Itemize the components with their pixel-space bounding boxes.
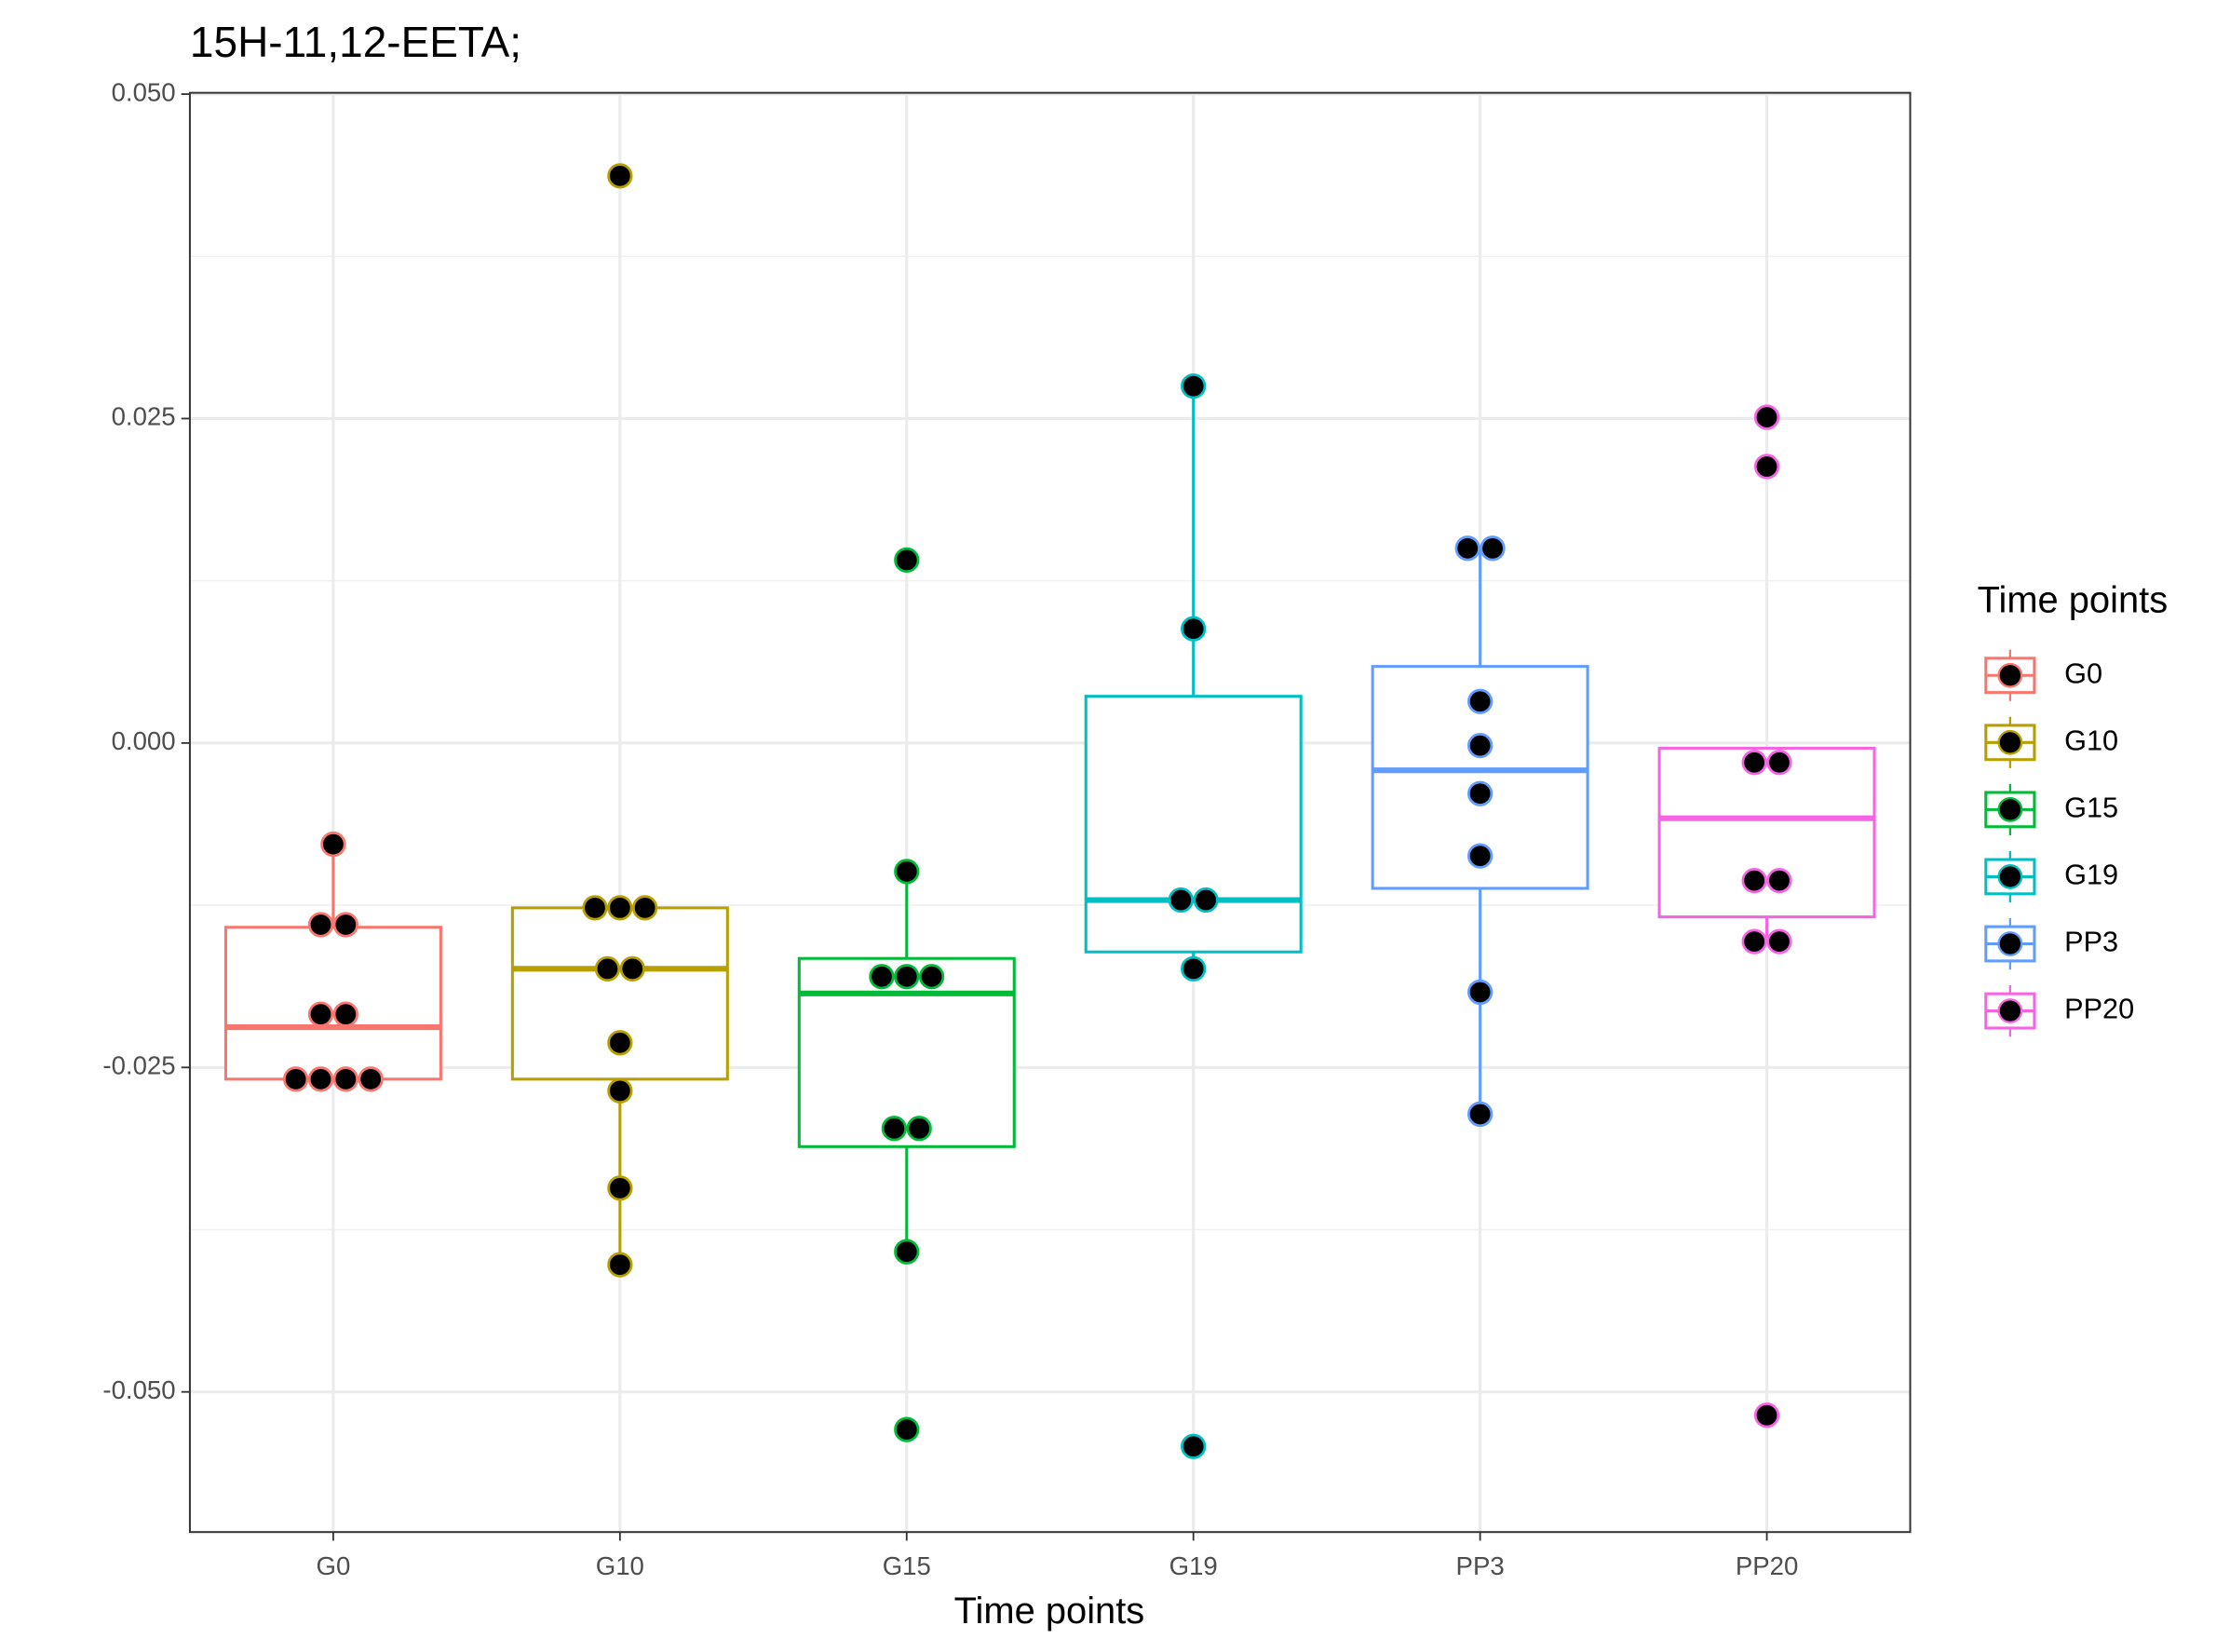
data-point <box>1466 843 1493 869</box>
data-point <box>1193 887 1219 914</box>
legend-key-dot <box>1997 998 2023 1023</box>
data-point <box>894 1416 920 1442</box>
box <box>797 956 1016 1148</box>
data-point <box>869 964 895 990</box>
data-point <box>1466 1101 1493 1128</box>
data-point <box>619 955 645 982</box>
data-point <box>307 1066 334 1092</box>
data-point <box>1466 688 1493 714</box>
legend-label: G19 <box>2064 860 2118 891</box>
data-point <box>906 1116 932 1142</box>
data-point <box>332 912 358 938</box>
y-tick-label: 0.025 <box>112 402 176 431</box>
data-point <box>332 1066 358 1092</box>
data-point <box>332 1001 358 1027</box>
x-tick-label: G19 <box>1169 1551 1218 1580</box>
data-point <box>894 547 920 574</box>
data-point <box>1741 750 1767 776</box>
data-point <box>1168 887 1194 914</box>
legend-label: G10 <box>2064 724 2118 756</box>
legend-label: G0 <box>2064 657 2102 689</box>
data-point <box>1466 780 1493 806</box>
data-point <box>881 1116 907 1142</box>
data-point <box>1753 454 1780 480</box>
data-point <box>307 1001 334 1027</box>
data-point <box>1753 404 1780 430</box>
x-tick-label: PP20 <box>1736 1551 1798 1580</box>
data-point <box>307 912 334 938</box>
data-point <box>607 1030 633 1056</box>
y-tick-label: 0.000 <box>112 726 176 755</box>
y-tick-label: -0.025 <box>102 1051 175 1080</box>
data-point <box>894 964 920 990</box>
plot-background <box>189 92 1911 1533</box>
legend-label: G15 <box>2064 792 2118 823</box>
data-point <box>607 1077 633 1104</box>
data-point <box>582 895 608 921</box>
x-tick-label: PP3 <box>1456 1551 1505 1580</box>
data-point <box>1741 928 1767 955</box>
data-point <box>1766 750 1792 776</box>
data-point <box>1466 979 1493 1006</box>
x-tick-label: G0 <box>317 1551 351 1580</box>
data-point <box>594 955 621 982</box>
y-tick-label: 0.050 <box>112 77 176 106</box>
chart-title: 15H-11,12-EETA; <box>190 18 521 66</box>
data-point <box>1181 616 1207 642</box>
data-point <box>607 163 633 189</box>
legend-label: PP3 <box>2064 927 2118 958</box>
data-point <box>283 1066 309 1092</box>
data-point <box>607 1252 633 1278</box>
data-point <box>918 964 945 990</box>
box <box>1657 746 1876 919</box>
legend-title: Time points <box>1978 580 2169 621</box>
legend-key-dot <box>1997 662 2023 688</box>
box <box>1084 695 1303 954</box>
data-point <box>894 859 920 885</box>
data-point <box>1181 955 1207 982</box>
legend-label: PP20 <box>2064 994 2134 1025</box>
x-tick-label: G15 <box>883 1551 931 1580</box>
x-axis-title: Time points <box>954 1591 1145 1632</box>
x-tick-label: G10 <box>596 1551 644 1580</box>
data-point <box>1466 733 1493 759</box>
data-point <box>358 1066 384 1092</box>
data-point <box>1181 372 1207 399</box>
legend-key-dot <box>1997 729 2023 755</box>
legend-key-dot <box>1997 796 2023 822</box>
data-point <box>1766 928 1792 955</box>
data-point <box>1181 1433 1207 1459</box>
data-point <box>320 831 346 858</box>
data-point <box>632 895 658 921</box>
data-point <box>607 1175 633 1201</box>
data-point <box>1753 1402 1780 1429</box>
data-point <box>1766 867 1792 894</box>
data-point <box>894 1239 920 1265</box>
legend-key-dot <box>1997 931 2023 956</box>
data-point <box>1741 867 1767 894</box>
y-tick-label: -0.050 <box>102 1375 175 1404</box>
data-point <box>1480 535 1506 562</box>
legend-key-dot <box>1997 864 2023 889</box>
data-point <box>1454 535 1480 562</box>
data-point <box>607 895 633 921</box>
box <box>223 926 442 1081</box>
plot-border <box>188 91 1912 1534</box>
